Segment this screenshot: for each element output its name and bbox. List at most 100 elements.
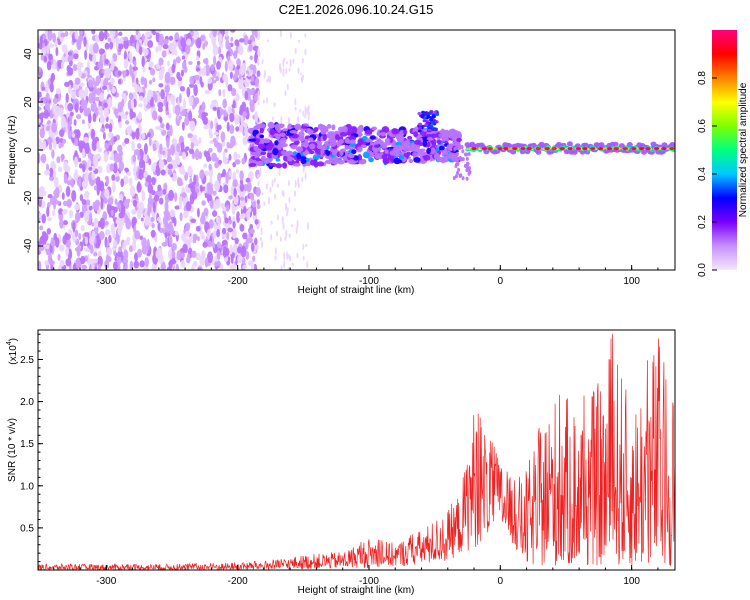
spectrogram-cell [75,257,81,269]
spectrogram-cell [210,120,214,130]
spectrogram-cell [182,200,187,207]
spectrogram-cell [160,169,166,176]
spectrogram-cell [282,68,285,77]
spectrogram-cell [92,258,99,264]
spectrogram-cell [276,183,279,188]
spectrogram-cell [101,49,106,54]
spectrogram-cell [107,197,114,206]
spectrogram-cell [413,156,421,163]
spectrogram-cell [267,75,270,83]
spectrogram-cell [70,178,75,188]
spectrogram-cell [184,116,190,126]
spectrogram-cell [249,88,256,96]
spectrogram-cell [212,190,217,196]
spectrogram-cell [106,246,113,257]
spectrogram-cell [256,224,259,228]
spectrogram-cell [232,229,237,239]
spectrogram-cell [109,30,116,39]
spectrogram-cell [481,147,488,151]
spectrogram-cell [124,120,130,125]
spectrogram-cell [138,103,143,108]
spectrogram-cell [185,257,191,264]
spectrogram-cell [252,205,257,217]
x-tick-label: 100 [623,276,640,287]
spectrogram-cell [147,40,154,49]
spectrogram-cell [96,233,100,246]
spectrogram-cell [357,146,363,150]
spectrogram-cell [181,192,187,198]
spectrogram-cell [62,200,68,207]
spectrogram-cell [249,63,255,71]
spectrogram-cell [135,128,140,140]
spectrogram-cell [118,150,124,157]
spectrogram-cell [274,247,277,255]
spectrogram-cell [92,53,97,65]
spectrogram-cell [200,230,205,240]
spectrogram-cell [236,246,242,254]
spectrogram-cell [282,222,285,231]
spectrogram-cell [231,206,236,215]
spectrogram-cell [261,58,264,65]
spectrogram-cell [322,133,327,141]
spectrogram-cell [164,201,169,213]
spectrogram-cell [175,263,179,270]
spectrogram-cell [76,61,82,71]
spectrogram-cell [83,232,90,237]
spectrogram-cell [162,43,169,50]
spectrogram-cell [160,129,167,136]
spectrogram-cell [174,192,178,202]
spectrogram-cell [364,129,373,135]
spectrogram-cell [408,159,414,164]
spectrogram-cell [232,99,236,109]
snr-frame [37,329,676,571]
spectrogram-cell [248,43,253,52]
spectrogram-cell [302,256,305,261]
spectrogram-cell [417,129,422,133]
spectrogram-cell [40,53,45,61]
spectrogram-cell [141,33,145,42]
spectrogram-cell [243,206,247,214]
spectrogram-cell [91,171,95,181]
spectrogram-cell [150,216,155,223]
colorbar-label: Normalized spectral amplitude [738,82,749,217]
spectrogram-cell [113,152,120,163]
spectrogram-cell [166,94,171,103]
spectrogram-cell [465,176,469,181]
spectrogram-cell [93,217,99,228]
spectrogram-cell [150,229,156,238]
spectrogram-cell [162,215,169,225]
spectrogram-cell [283,57,286,62]
spectrogram-cell [236,58,241,66]
spectrogram-cell [240,115,244,127]
spectrogram-cell [74,203,80,211]
spectrogram-cell [61,210,67,215]
spectrogram-cell [293,207,296,212]
spectrogram-cell [174,231,179,236]
spectrogram-cell [55,46,59,57]
y-tick-label: 2.0 [20,397,34,408]
spectrogram-cell [118,246,123,253]
spectrogram-cell [230,254,234,264]
spectrogram-cell [192,238,197,244]
spectrogram-cell [265,183,268,190]
spectrogram-cell [252,200,257,208]
spectrogram-cell [282,162,288,169]
spectrogram-cell [242,232,248,240]
spectrogram-cell [137,112,143,120]
spectrogram-cell [371,126,377,131]
spectrogram-cell [108,234,112,244]
spectrogram-cell [196,60,201,66]
spectrogram-cell [78,163,83,169]
spectrogram-cell [344,144,350,150]
spectrogram-cell [284,90,287,97]
spectrogram-cell [575,147,582,151]
spectrogram-cell [71,189,77,202]
spectrogram-cell [76,245,81,257]
spectrogram-cell [137,181,141,192]
spectrogram-cell [471,147,477,151]
spectrogram-cell [326,124,332,129]
spectrogram-cell [133,148,140,156]
spectrogram-cell [535,149,542,155]
spectrogram-cell [157,101,164,109]
spectrogram-cell [131,140,135,152]
